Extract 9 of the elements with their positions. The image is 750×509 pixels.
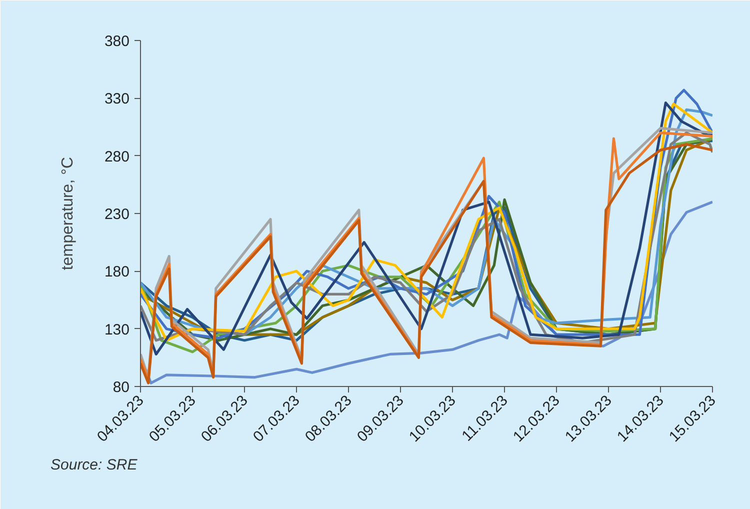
y-tick-label: 280 bbox=[104, 148, 130, 166]
y-axis-title: temperature, °C bbox=[59, 156, 76, 270]
y-tick-label: 380 bbox=[104, 33, 130, 50]
y-tick-label: 230 bbox=[104, 206, 130, 223]
source-note: Source: SRE bbox=[50, 456, 138, 474]
y-tick-label: 330 bbox=[104, 90, 130, 108]
y-tick-label: 80 bbox=[112, 379, 130, 396]
y-tick-label: 180 bbox=[104, 264, 130, 281]
y-tick-label: 130 bbox=[104, 321, 130, 338]
